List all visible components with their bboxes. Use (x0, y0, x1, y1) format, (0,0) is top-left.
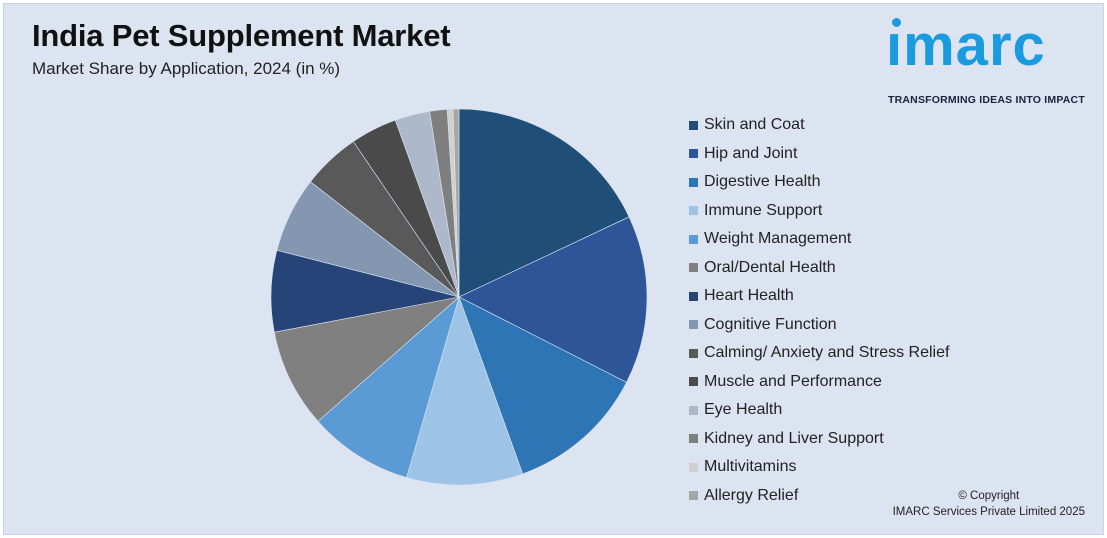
legend-label: Skin and Coat (704, 116, 805, 134)
pie-slice-digestive-health (458, 296, 627, 475)
logo-dot-icon (892, 18, 901, 27)
legend-label: Immune Support (704, 201, 823, 219)
legend-swatch (689, 149, 698, 159)
legend-swatch (689, 320, 698, 330)
pie-slice-weight-management (317, 296, 460, 478)
legend-swatch (689, 206, 698, 216)
legend-item: Cognitive Function (689, 311, 949, 340)
legend-label: Oral/Dental Health (704, 258, 836, 276)
chart-subtitle: Market Share by Application, 2024 (in %) (32, 59, 341, 78)
legend-item: Muscle and Performance (689, 368, 949, 397)
legend-item: Oral/Dental Health (689, 254, 949, 283)
legend-label: Calming/ Anxiety and Stress Relief (704, 344, 950, 362)
legend-item: Eye Health (689, 396, 949, 425)
legend-swatch (689, 234, 698, 244)
legend-item: Skin and Coat (689, 111, 949, 140)
imarc-logo: ımarc TRANSFORMING IDEAS INTO IMPACT (884, 13, 1099, 111)
legend-item: Digestive Health (689, 168, 949, 197)
legend-swatch (689, 462, 698, 472)
pie-slice-hip-and-joint (458, 216, 648, 383)
legend-item: Kidney and Liver Support (689, 425, 949, 454)
legend-label: Eye Health (704, 401, 783, 419)
legend-swatch (689, 405, 698, 415)
legend-item: Calming/ Anxiety and Stress Relief (689, 339, 949, 368)
pie-slice-immune-support (406, 296, 524, 486)
legend-swatch (689, 377, 698, 387)
chart-title: India Pet Supplement Market (32, 18, 451, 53)
logo-wordmark: ımarc (886, 13, 1046, 78)
pie-chart (270, 108, 648, 486)
legend-item: Immune Support (689, 197, 949, 226)
legend-swatch (689, 263, 698, 273)
legend-label: Heart Health (704, 287, 794, 305)
pie-slice-oral-dental-health (273, 296, 461, 422)
legend-label: Kidney and Liver Support (704, 429, 884, 447)
legend-item: Hip and Joint (689, 140, 949, 169)
legend-swatch (689, 177, 698, 187)
legend-label: Digestive Health (704, 173, 821, 191)
pie-slice-allergy-relief (452, 108, 460, 298)
legend-item: Weight Management (689, 225, 949, 254)
legend-item: Allergy Relief (689, 482, 949, 511)
copyright-line-1: © Copyright (958, 490, 1020, 502)
legend-label: Hip and Joint (704, 144, 798, 162)
copyright-line-2: IMARC Services Private Limited 2025 (892, 506, 1085, 518)
legend-swatch (689, 348, 698, 358)
legend-swatch (689, 120, 698, 130)
legend-label: Multivitamins (704, 458, 797, 476)
legend-label: Muscle and Performance (704, 372, 882, 390)
legend-item: Heart Health (689, 282, 949, 311)
pie-slice-skin-and-coat (458, 108, 630, 298)
legend-label: Weight Management (704, 230, 852, 248)
copyright-notice: © Copyright IMARC Services Private Limit… (893, 488, 1085, 520)
logo-tagline: TRANSFORMING IDEAS INTO IMPACT (888, 94, 1085, 106)
legend-item: Multivitamins (689, 453, 949, 482)
legend-label: Cognitive Function (704, 315, 837, 333)
legend-label: Allergy Relief (704, 486, 799, 504)
legend-swatch (689, 291, 698, 301)
chart-legend: Skin and Coat Hip and Joint Digestive Heal… (689, 111, 949, 510)
chart-card: India Pet Supplement Market Market Share… (3, 3, 1104, 535)
legend-swatch (689, 491, 698, 501)
legend-swatch (689, 434, 698, 444)
